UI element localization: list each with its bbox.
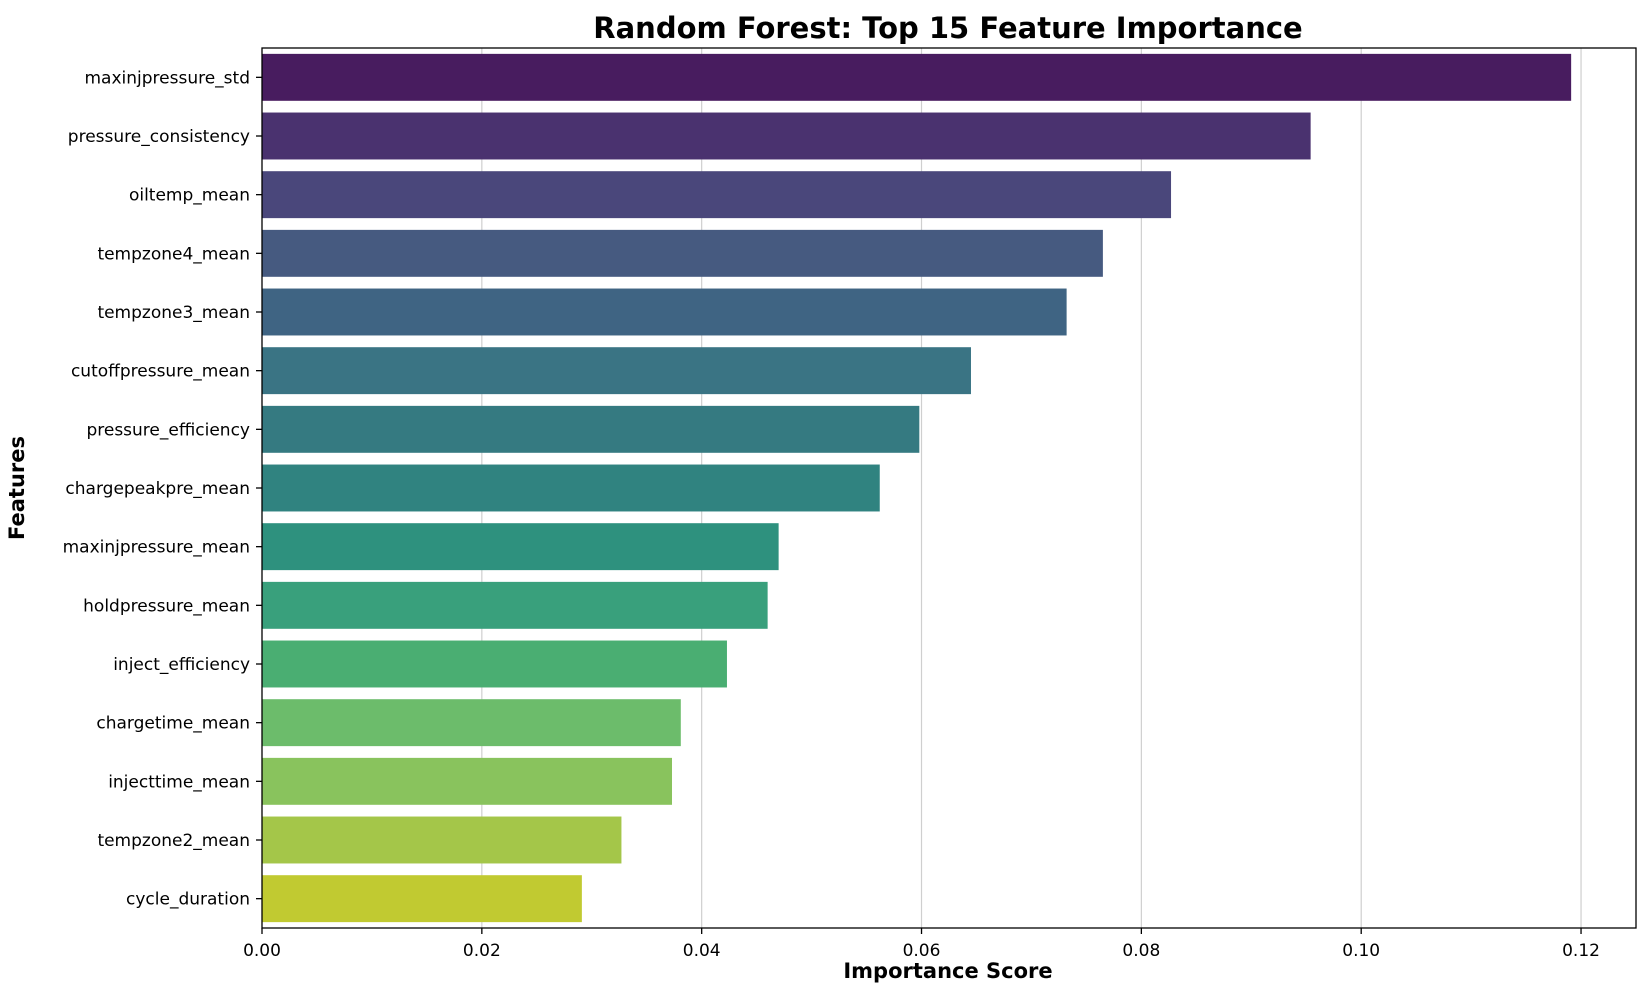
y-tick-label-maxinjpressure_mean: maxinjpressure_mean bbox=[63, 538, 250, 558]
y-tick-label-chargetime_mean: chargetime_mean bbox=[96, 714, 250, 734]
bar-maxinjpressure_std bbox=[262, 53, 1572, 101]
y-tick-label-pressure_consistency: pressure_consistency bbox=[68, 127, 250, 147]
y-axis-label: Features bbox=[5, 436, 29, 540]
bar-maxinjpressure_mean bbox=[262, 523, 779, 571]
bar-holdpressure_mean bbox=[262, 581, 768, 629]
y-tick-label-tempzone2_mean: tempzone2_mean bbox=[97, 831, 250, 851]
y-tick-label-tempzone3_mean: tempzone3_mean bbox=[97, 303, 250, 323]
y-tick-label-chargepeakpre_mean: chargepeakpre_mean bbox=[65, 479, 250, 499]
chart-title: Random Forest: Top 15 Feature Importance bbox=[593, 11, 1302, 45]
bar-injecttime_mean bbox=[262, 757, 673, 805]
x-tick-label: 0.10 bbox=[1342, 941, 1380, 961]
x-tick-label: 0.02 bbox=[463, 941, 501, 961]
y-tick-label-oiltemp_mean: oiltemp_mean bbox=[129, 186, 250, 206]
y-tick-label-pressure_efficiency: pressure_efficiency bbox=[86, 420, 250, 440]
bar-tempzone4_mean bbox=[262, 229, 1103, 277]
bar-pressure_efficiency bbox=[262, 405, 920, 453]
bar-pressure_consistency bbox=[262, 112, 1311, 160]
y-tick-label-tempzone4_mean: tempzone4_mean bbox=[97, 244, 250, 264]
x-tick-label: 0.04 bbox=[683, 941, 721, 961]
x-tick-label: 0.06 bbox=[903, 941, 941, 961]
x-tick-label: 0.12 bbox=[1562, 941, 1600, 961]
bar-tempzone3_mean bbox=[262, 288, 1067, 336]
y-axis-ticks: maxinjpressure_std pressure_consistencyoi… bbox=[63, 68, 262, 910]
y-tick-label-maxinjpressure_std: maxinjpressure_std bbox=[84, 68, 250, 88]
y-tick-label-inject_efficiency: inject_efficiency bbox=[113, 655, 250, 675]
bar-cycle_duration bbox=[262, 875, 582, 923]
bar-tempzone2_mean bbox=[262, 816, 622, 864]
bar-inject_efficiency bbox=[262, 640, 727, 688]
y-tick-label-injecttime_mean: injecttime_mean bbox=[108, 772, 250, 792]
x-tick-label: 0.00 bbox=[243, 941, 281, 961]
bar-oiltemp_mean bbox=[262, 171, 1172, 219]
x-axis-label: Importance Score bbox=[843, 959, 1052, 983]
y-tick-label-cycle_duration: cycle_duration bbox=[126, 890, 250, 910]
y-tick-label-holdpressure_mean: holdpressure_mean bbox=[83, 596, 250, 616]
x-tick-label: 0.08 bbox=[1122, 941, 1160, 961]
bar-chargetime_mean bbox=[262, 699, 681, 747]
bars bbox=[262, 53, 1572, 923]
bar-cutoffpressure_mean bbox=[262, 347, 971, 395]
x-axis-ticks: 0.00 0.02 0.04 0.06 0.08 0.10 0.12 bbox=[243, 928, 1600, 961]
bar-chargepeakpre_mean bbox=[262, 464, 880, 512]
y-tick-label-cutoffpressure_mean: cutoffpressure_mean bbox=[71, 362, 250, 382]
